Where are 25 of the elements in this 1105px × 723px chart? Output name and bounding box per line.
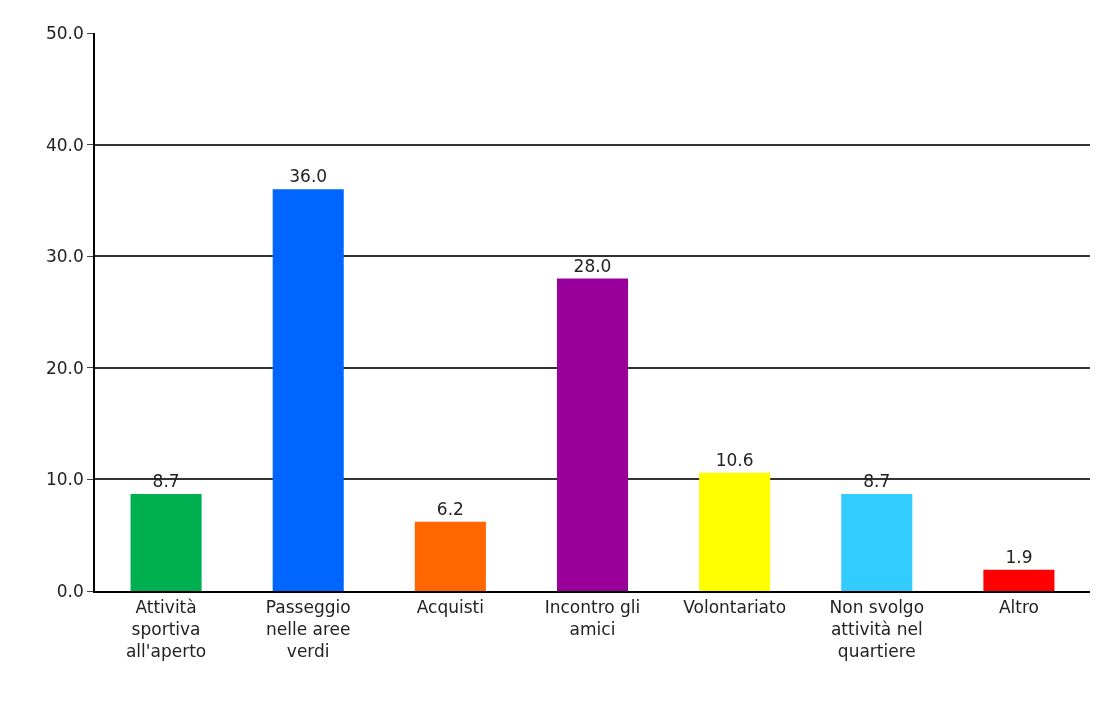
bar [699, 472, 771, 591]
data-label: 28.0 [573, 255, 612, 276]
data-label: 6.2 [436, 498, 464, 519]
y-tick-label: 50.0 [45, 22, 84, 43]
x-tick-label: Acquisti [416, 597, 484, 618]
x-tick-label: Altro [998, 597, 1039, 618]
data-label: 1.9 [1005, 546, 1033, 567]
bar [556, 278, 629, 591]
bar [414, 521, 486, 591]
x-tick-label: Passeggio nelle aree verdi [265, 597, 351, 662]
x-tick-label: Attività sportiva all'aperto [125, 597, 207, 662]
bar [983, 569, 1055, 591]
bar [272, 189, 344, 591]
x-tick-label: Volontariato [683, 597, 787, 618]
y-tick-label: 0.0 [56, 580, 84, 601]
data-label: 36.0 [289, 166, 328, 187]
data-label: 10.6 [715, 449, 754, 470]
bar [841, 493, 913, 591]
y-tick-label: 40.0 [45, 134, 84, 155]
y-tick-label: 10.0 [45, 469, 84, 490]
x-tick-label: Non svolgo attività nel quartiere [829, 597, 925, 662]
x-tick-label: Incontro gli amici [544, 597, 641, 640]
bar [130, 493, 202, 591]
y-tick-label: 20.0 [45, 357, 84, 378]
y-tick-label: 30.0 [45, 246, 84, 267]
